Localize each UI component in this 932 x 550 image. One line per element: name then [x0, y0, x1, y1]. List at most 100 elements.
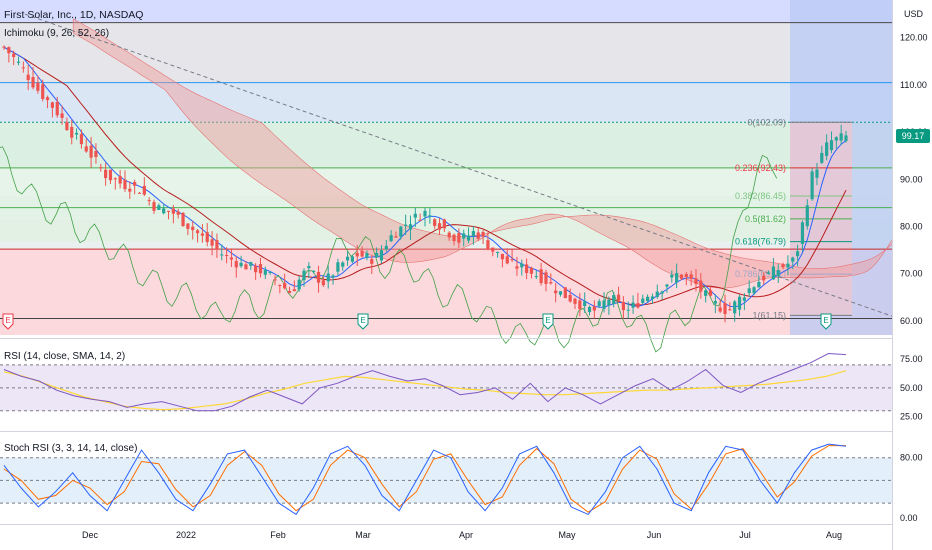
candle — [195, 230, 200, 234]
candle — [273, 279, 277, 281]
candle — [800, 222, 805, 244]
candle — [162, 208, 166, 214]
fib-level-label: 0.236(92.43) — [735, 163, 786, 173]
earnings-marker[interactable]: E — [357, 313, 369, 330]
candle — [239, 262, 243, 267]
candle — [587, 306, 592, 313]
fib-level-label: 0.382(86.45) — [735, 191, 786, 201]
candle — [626, 309, 630, 311]
chart-title: First Solar, Inc., 1D, NASDAQ — [4, 9, 143, 21]
candle — [549, 282, 553, 284]
candle — [820, 152, 824, 163]
candle — [568, 294, 572, 302]
candle — [829, 140, 834, 151]
candle — [442, 219, 446, 229]
candle — [147, 200, 151, 202]
candle — [592, 306, 596, 311]
stoch-rsi-title[interactable]: Stoch RSI (3, 3, 14, 14, close) — [4, 443, 137, 454]
candle — [616, 294, 621, 301]
candle — [699, 280, 703, 292]
candle — [379, 250, 384, 261]
candle — [297, 279, 301, 290]
price-axis-bg — [892, 0, 932, 550]
candle — [771, 266, 776, 280]
candle — [805, 205, 809, 227]
axes: 120.00110.00100.0090.0080.0070.0060.0099… — [82, 0, 932, 550]
candle — [55, 101, 59, 116]
candle — [171, 208, 175, 214]
candle — [191, 226, 195, 231]
price-tick-label: 80.00 — [900, 221, 923, 231]
currency-label: USD — [904, 9, 924, 19]
candle — [525, 264, 529, 274]
candle — [118, 176, 122, 184]
time-tick-label: Mar — [355, 530, 371, 540]
candle — [815, 169, 819, 178]
stoch-k-line — [3, 443, 847, 516]
candle — [515, 266, 519, 269]
candle — [258, 264, 263, 274]
candle — [268, 272, 272, 274]
time-tick-label: Apr — [459, 530, 473, 540]
candle — [408, 224, 413, 230]
candle — [157, 205, 161, 210]
earnings-marker[interactable]: E — [2, 313, 14, 330]
candle — [558, 291, 563, 295]
earnings-badge — [2, 313, 14, 330]
candle — [500, 253, 505, 260]
earnings-marker[interactable]: E — [820, 313, 832, 330]
fibonacci-retracement[interactable]: 0(102.09) 0.236(92.43) 0.382(86.45) 0.5(81.… — [735, 117, 852, 320]
rsi-tick-label: 25.00 — [900, 412, 923, 422]
ichimoku-label[interactable]: Ichimoku (9, 26, 52, 26) — [4, 28, 109, 39]
candle — [781, 264, 785, 268]
candle — [747, 288, 751, 294]
candle — [60, 113, 64, 118]
stoch-tick-label: 0.00 — [900, 513, 918, 523]
rsi-line — [3, 352, 847, 412]
candle — [355, 252, 359, 257]
candle — [437, 223, 442, 230]
rsi-title[interactable]: RSI (14, close, SMA, 14, 2) — [4, 351, 125, 362]
candle — [573, 298, 577, 304]
candle — [65, 122, 69, 130]
candle — [50, 102, 54, 108]
price-band — [0, 218, 892, 242]
candle — [244, 264, 248, 270]
candle — [249, 262, 253, 266]
candle — [31, 76, 35, 88]
candle — [234, 261, 238, 268]
candle — [791, 257, 795, 262]
candle — [462, 233, 466, 239]
candle — [360, 250, 364, 257]
candle — [345, 256, 350, 261]
candle — [108, 169, 113, 181]
candle — [123, 179, 127, 190]
earnings-letter: E — [360, 316, 365, 325]
candle — [457, 233, 461, 243]
price-band — [0, 82, 892, 123]
candle — [796, 251, 800, 257]
candle — [423, 210, 427, 217]
candle — [655, 291, 659, 297]
candle — [510, 259, 514, 261]
last-price-label: 99.17 — [902, 131, 925, 141]
candle — [287, 290, 292, 293]
time-tick-label: Jun — [647, 530, 662, 540]
candle — [825, 142, 829, 156]
candle — [370, 259, 374, 264]
candle — [631, 302, 635, 308]
candle — [200, 233, 205, 236]
candle — [476, 232, 480, 239]
candle — [723, 303, 727, 314]
candle — [84, 146, 88, 152]
earnings-marker[interactable]: E — [542, 313, 554, 330]
candlestick-series — [2, 45, 848, 323]
earnings-badge — [542, 313, 554, 330]
candle — [752, 287, 756, 294]
rsi-sma-line — [3, 370, 847, 411]
candle — [283, 283, 287, 289]
candle — [602, 300, 606, 309]
candle — [481, 232, 485, 237]
candle — [650, 296, 655, 299]
